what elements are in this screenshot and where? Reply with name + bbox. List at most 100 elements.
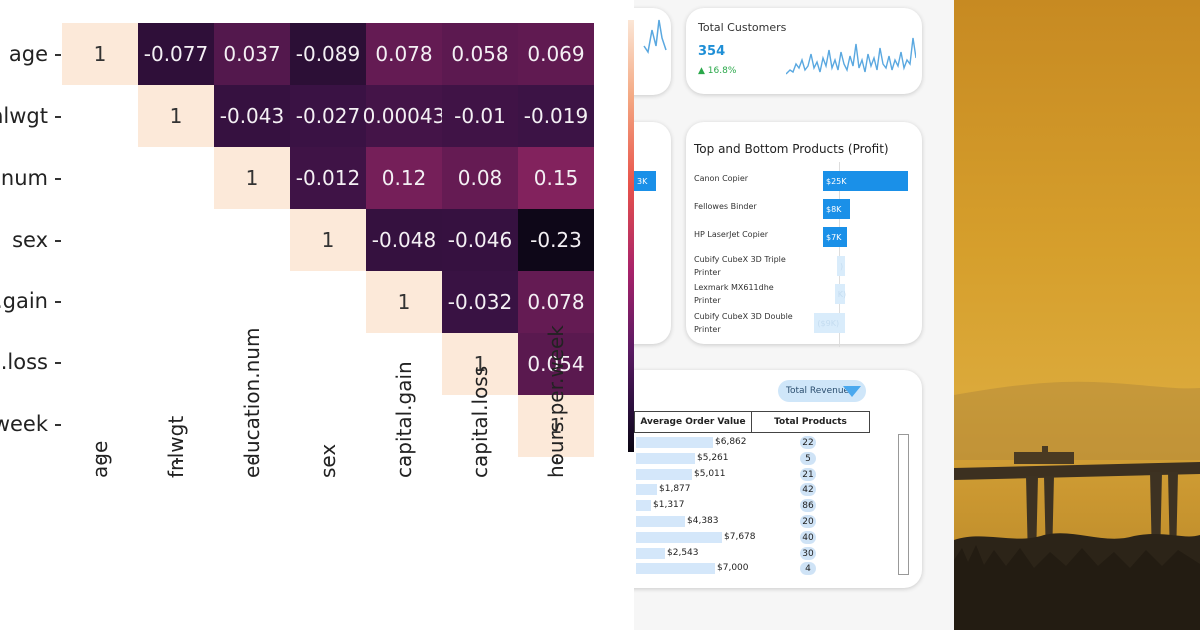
heatmap-cell: 0.12 — [366, 147, 442, 209]
partial-sparkline — [643, 19, 667, 54]
product-profit-bar[interactable]: $8K — [823, 199, 851, 219]
aov-value: $5,261 — [697, 453, 729, 463]
top-bottom-products-card: Top and Bottom Products (Profit) Canon C… — [686, 122, 922, 347]
heatmap-cell: -0.089 — [290, 23, 366, 85]
table-header-average-order-value[interactable]: Average Order Value — [634, 411, 752, 433]
heatmap-cell: 1 — [62, 23, 138, 85]
aov-bar — [636, 484, 657, 495]
heatmap-row-tick — [55, 424, 61, 426]
heatmap-cell: -0.048 — [366, 209, 442, 271]
products-title: Top and Bottom Products (Profit) — [694, 142, 889, 156]
aov-value: $4,383 — [687, 516, 719, 526]
total-products-value: 40 — [800, 531, 816, 544]
partial-revenue-card: 3K — [634, 122, 671, 344]
aov-value: $2,543 — [667, 548, 699, 558]
partial-bar: 3K — [634, 171, 656, 191]
aov-bar — [636, 453, 695, 464]
heatmap-cell: 1 — [518, 395, 594, 457]
products-zero-axis — [839, 162, 840, 347]
aov-bar — [636, 437, 713, 448]
heatmap-cell: 0.054 — [518, 333, 594, 395]
aov-value: $1,317 — [653, 500, 685, 510]
aov-value: $7,000 — [717, 563, 749, 573]
product-profit-bar[interactable]: ) — [837, 256, 845, 276]
product-name: HP LaserJet Copier — [694, 230, 769, 239]
total-products-value: 21 — [800, 468, 816, 481]
total-customers-value: 354 — [698, 44, 726, 59]
total-revenue-filter[interactable]: Total Revenue — [778, 380, 866, 402]
product-profit-label: $7K — [826, 232, 842, 242]
heatmap-cell: -0.046 — [442, 209, 518, 271]
heatmap-cell: 0.15 — [518, 147, 594, 209]
customers-sparkline — [786, 37, 916, 75]
aov-bar — [636, 516, 685, 527]
product-name: Cubify CubeX 3D Double Printer — [694, 312, 793, 334]
heatmap-row-label: .gain — [0, 289, 48, 313]
total-customers-change: ▲ 16.8% — [698, 66, 737, 76]
heatmap-cell: 0.078 — [366, 23, 442, 85]
aov-bar — [636, 563, 715, 574]
heatmap-row-label: l.loss — [0, 350, 48, 374]
product-profit-bar[interactable]: $25K — [823, 171, 908, 191]
heatmap-row-tick — [55, 178, 61, 180]
heatmap-cell: -0.012 — [290, 147, 366, 209]
heatmap-row-label: week — [0, 412, 48, 436]
heatmap-row-tick — [55, 54, 61, 56]
total-revenue-filter-label: Total Revenue — [786, 386, 850, 396]
heatmap-row-label: age — [8, 42, 48, 66]
heatmap-cell: -0.027 — [290, 85, 366, 147]
total-customers-title: Total Customers — [698, 21, 787, 34]
heatmap-row-label: sex — [12, 228, 48, 252]
table-scrollbar[interactable] — [898, 434, 909, 575]
orders-table-card: Total Revenue Average Order Value Total … — [634, 370, 922, 588]
aov-bar — [636, 469, 692, 480]
aov-bar — [636, 548, 665, 559]
aov-bar — [636, 500, 651, 511]
heatmap-cell: -0.043 — [214, 85, 290, 147]
dropdown-arrow-icon[interactable] — [843, 386, 861, 397]
heatmap-row-label: .num — [0, 166, 48, 190]
total-products-value: 20 — [800, 515, 816, 528]
table-body: $6,86222523$5,261522$5,01121$1,87742$1,3… — [634, 370, 816, 575]
heatmap-cell: 0.069 — [518, 23, 594, 85]
heatmap-row-label: nlwgt — [0, 104, 48, 128]
product-profit-label: ) — [840, 261, 844, 271]
table-header-total-products[interactable]: Total Products — [751, 411, 870, 433]
heatmap-col-tick — [176, 458, 178, 464]
product-profit-bar[interactable]: K) — [834, 284, 847, 304]
partial-bar-label: 3K — [637, 176, 648, 186]
sales-dashboard: Total Customers 354 ▲ 16.8% 3K Top and B… — [634, 0, 954, 630]
total-products-value: 22 — [800, 436, 816, 449]
product-name: Lexmark MX611dhe Printer — [694, 283, 774, 305]
heatmap-cell: -0.019 — [518, 85, 594, 147]
product-profit-label: ($9K) — [817, 318, 840, 328]
product-name: Fellowes Binder — [694, 202, 757, 211]
heatmap-row-tick — [55, 116, 61, 118]
product-profit-bar[interactable]: $7K — [823, 227, 847, 247]
heatmap-cell: 1 — [366, 271, 442, 333]
heatmap-row-tick — [55, 301, 61, 303]
product-profit-label: K) — [837, 289, 847, 299]
product-profit-label: $8K — [826, 204, 842, 214]
total-customers-card[interactable]: Total Customers 354 ▲ 16.8% — [686, 8, 922, 94]
bridge-silhouette — [954, 381, 1200, 630]
product-profit-bar[interactable]: ($9K) — [814, 313, 845, 333]
heatmap-col-tick — [480, 458, 482, 464]
heatmap-cell: 0.00043 — [363, 85, 445, 147]
heatmap-cell: 1 — [214, 147, 290, 209]
heatmap-cell: 1 — [138, 85, 214, 147]
partial-kpi-card — [634, 8, 671, 95]
total-products-value: 30 — [800, 547, 816, 560]
heatmap-colorbar — [628, 20, 634, 452]
product-profit-label: $25K — [826, 176, 847, 186]
aov-value: $1,877 — [659, 484, 691, 494]
total-products-value: 42 — [800, 483, 816, 496]
heatmap-cell: 0.037 — [214, 23, 290, 85]
heatmap-col-label: hours.per.week — [544, 325, 568, 478]
aov-value: $5,011 — [694, 469, 726, 479]
heatmap-col-tick — [252, 458, 254, 464]
correlation-heatmap: 1 -0.077 0.037 -0.089 0.078 0.058 0.069 1 -0.043… — [0, 20, 634, 478]
heatmap-cell: 1 — [290, 209, 366, 271]
product-name: Cubify CubeX 3D Triple Printer — [694, 255, 786, 277]
heatmap-row-tick — [55, 362, 61, 364]
